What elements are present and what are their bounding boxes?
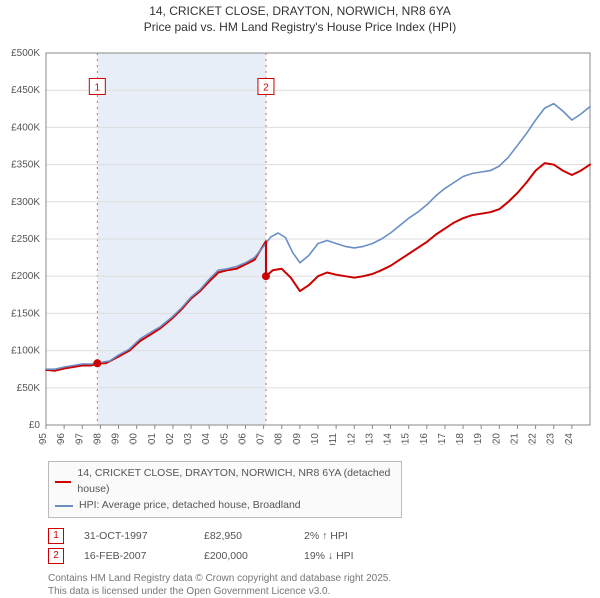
- svg-text:2016: 2016: [419, 433, 430, 445]
- svg-text:2006: 2006: [237, 433, 248, 445]
- svg-text:£300K: £300K: [11, 197, 40, 208]
- legend-item: HPI: Average price, detached house, Broa…: [55, 498, 395, 514]
- legend-swatch: [55, 481, 71, 483]
- svg-text:2007: 2007: [256, 433, 267, 445]
- svg-text:2004: 2004: [201, 433, 212, 445]
- svg-text:2011: 2011: [328, 433, 339, 445]
- svg-text:1999: 1999: [111, 433, 122, 445]
- title-line1: 14, CRICKET CLOSE, DRAYTON, NORWICH, NR8…: [149, 4, 451, 18]
- svg-text:2018: 2018: [455, 433, 466, 445]
- line-chart: £0 £50K £100K £150K £200K £250K £300K £350K £400…: [0, 35, 600, 445]
- svg-text:2020: 2020: [491, 433, 502, 445]
- svg-text:£500K: £500K: [11, 48, 40, 59]
- attribution-line1: Contains HM Land Registry data © Crown c…: [48, 573, 391, 584]
- svg-text:2010: 2010: [310, 433, 321, 445]
- svg-text:£200K: £200K: [11, 271, 40, 282]
- svg-text:2003: 2003: [183, 433, 194, 445]
- svg-text:£100K: £100K: [11, 346, 40, 357]
- svg-text:2: 2: [263, 83, 269, 94]
- svg-text:2005: 2005: [219, 433, 230, 445]
- chart-area: £0 £50K £100K £150K £200K £250K £300K £350K £400…: [0, 35, 600, 455]
- svg-text:2001: 2001: [147, 433, 158, 445]
- svg-text:£0: £0: [29, 420, 41, 431]
- marker-table: 1 31-OCT-1997£82,9502% ↑ HPI 2 16-FEB-2007£…: [48, 526, 600, 566]
- marker-delta: 19% ↓ HPI: [304, 546, 404, 566]
- svg-text:£400K: £400K: [11, 123, 40, 134]
- svg-text:2024: 2024: [564, 433, 575, 445]
- marker-row: 2 16-FEB-2007£200,00019% ↓ HPI: [48, 546, 404, 566]
- legend-label: HPI: Average price, detached house, Broa…: [79, 498, 301, 514]
- svg-text:£50K: £50K: [17, 383, 41, 394]
- marker-number-cell: 1: [48, 526, 84, 546]
- svg-text:2019: 2019: [473, 433, 484, 445]
- legend-item: 14, CRICKET CLOSE, DRAYTON, NORWICH, NR8…: [55, 466, 395, 498]
- marker-delta: 2% ↑ HPI: [304, 526, 404, 546]
- svg-text:1996: 1996: [56, 433, 67, 445]
- svg-text:2015: 2015: [401, 433, 412, 445]
- svg-text:2002: 2002: [165, 433, 176, 445]
- attribution: Contains HM Land Registry data © Crown c…: [48, 572, 600, 598]
- svg-text:2014: 2014: [383, 433, 394, 445]
- svg-text:2021: 2021: [509, 433, 520, 445]
- attribution-line2: This data is licensed under the Open Gov…: [48, 586, 330, 597]
- svg-text:£350K: £350K: [11, 160, 40, 171]
- svg-text:1997: 1997: [74, 433, 85, 445]
- svg-text:2008: 2008: [274, 433, 285, 445]
- chart-title: 14, CRICKET CLOSE, DRAYTON, NORWICH, NR8…: [0, 4, 600, 35]
- svg-text:2022: 2022: [528, 433, 539, 445]
- marker-price: £82,950: [204, 526, 304, 546]
- svg-text:1998: 1998: [92, 433, 103, 445]
- title-line2: Price paid vs. HM Land Registry's House …: [144, 20, 456, 34]
- marker-number: 1: [48, 528, 64, 544]
- legend-swatch: [55, 505, 73, 507]
- svg-text:2013: 2013: [364, 433, 375, 445]
- svg-text:£150K: £150K: [11, 309, 40, 320]
- legend-label: 14, CRICKET CLOSE, DRAYTON, NORWICH, NR8…: [77, 466, 395, 498]
- marker-number: 2: [48, 548, 64, 564]
- svg-text:1: 1: [95, 83, 101, 94]
- svg-text:2009: 2009: [292, 433, 303, 445]
- marker-date: 16-FEB-2007: [84, 546, 204, 566]
- svg-text:£250K: £250K: [11, 234, 40, 245]
- svg-text:2017: 2017: [437, 433, 448, 445]
- svg-text:2023: 2023: [546, 433, 557, 445]
- svg-text:1995: 1995: [38, 433, 49, 445]
- svg-text:£450K: £450K: [11, 85, 40, 96]
- marker-date: 31-OCT-1997: [84, 526, 204, 546]
- marker-row: 1 31-OCT-1997£82,9502% ↑ HPI: [48, 526, 404, 546]
- marker-price: £200,000: [204, 546, 304, 566]
- legend: 14, CRICKET CLOSE, DRAYTON, NORWICH, NR8…: [48, 461, 402, 518]
- marker-number-cell: 2: [48, 546, 84, 566]
- svg-text:2000: 2000: [129, 433, 140, 445]
- svg-text:2012: 2012: [346, 433, 357, 445]
